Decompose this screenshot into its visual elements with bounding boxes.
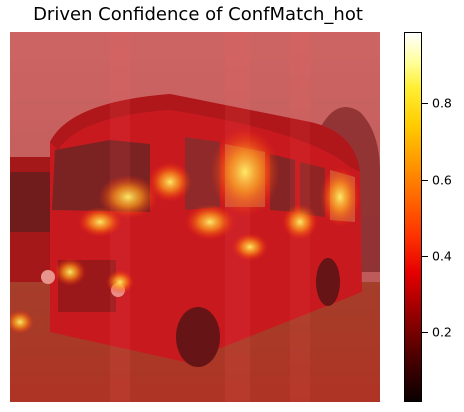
colorbar-tick [422,103,428,104]
heatmap-image [10,32,380,402]
figure-title: Driven Confidence of ConfMatch_hot [33,4,363,25]
colorbar-tick-label: 0.8 [432,95,452,111]
colorbar-tick-label: 0.6 [432,172,452,188]
colorbar-tick-label: 0.4 [432,248,452,264]
colorbar-tick-label: 0.2 [432,324,452,340]
colorbar-tick [422,332,428,333]
colorbar [404,32,422,402]
bus-photo-overlay [10,32,380,402]
colorbar-tick [422,256,428,257]
colorbar-tick [422,180,428,181]
